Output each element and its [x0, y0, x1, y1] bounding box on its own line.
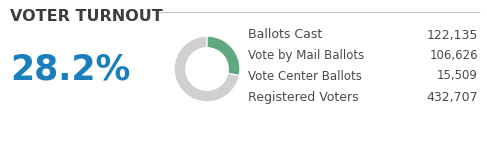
- Text: 122,135: 122,135: [427, 29, 478, 41]
- Text: VOTER TURNOUT: VOTER TURNOUT: [10, 9, 163, 24]
- Text: 15,509: 15,509: [437, 70, 478, 82]
- Wedge shape: [207, 36, 240, 76]
- Text: Vote Center Ballots: Vote Center Ballots: [248, 70, 362, 82]
- Circle shape: [186, 48, 228, 90]
- Text: 106,626: 106,626: [430, 50, 478, 62]
- Text: 28.2%: 28.2%: [10, 52, 131, 86]
- Text: Ballots Cast: Ballots Cast: [248, 29, 322, 41]
- Text: Registered Voters: Registered Voters: [248, 91, 358, 103]
- Text: Vote by Mail Ballots: Vote by Mail Ballots: [248, 50, 364, 62]
- Text: 432,707: 432,707: [427, 91, 478, 103]
- Wedge shape: [174, 36, 240, 102]
